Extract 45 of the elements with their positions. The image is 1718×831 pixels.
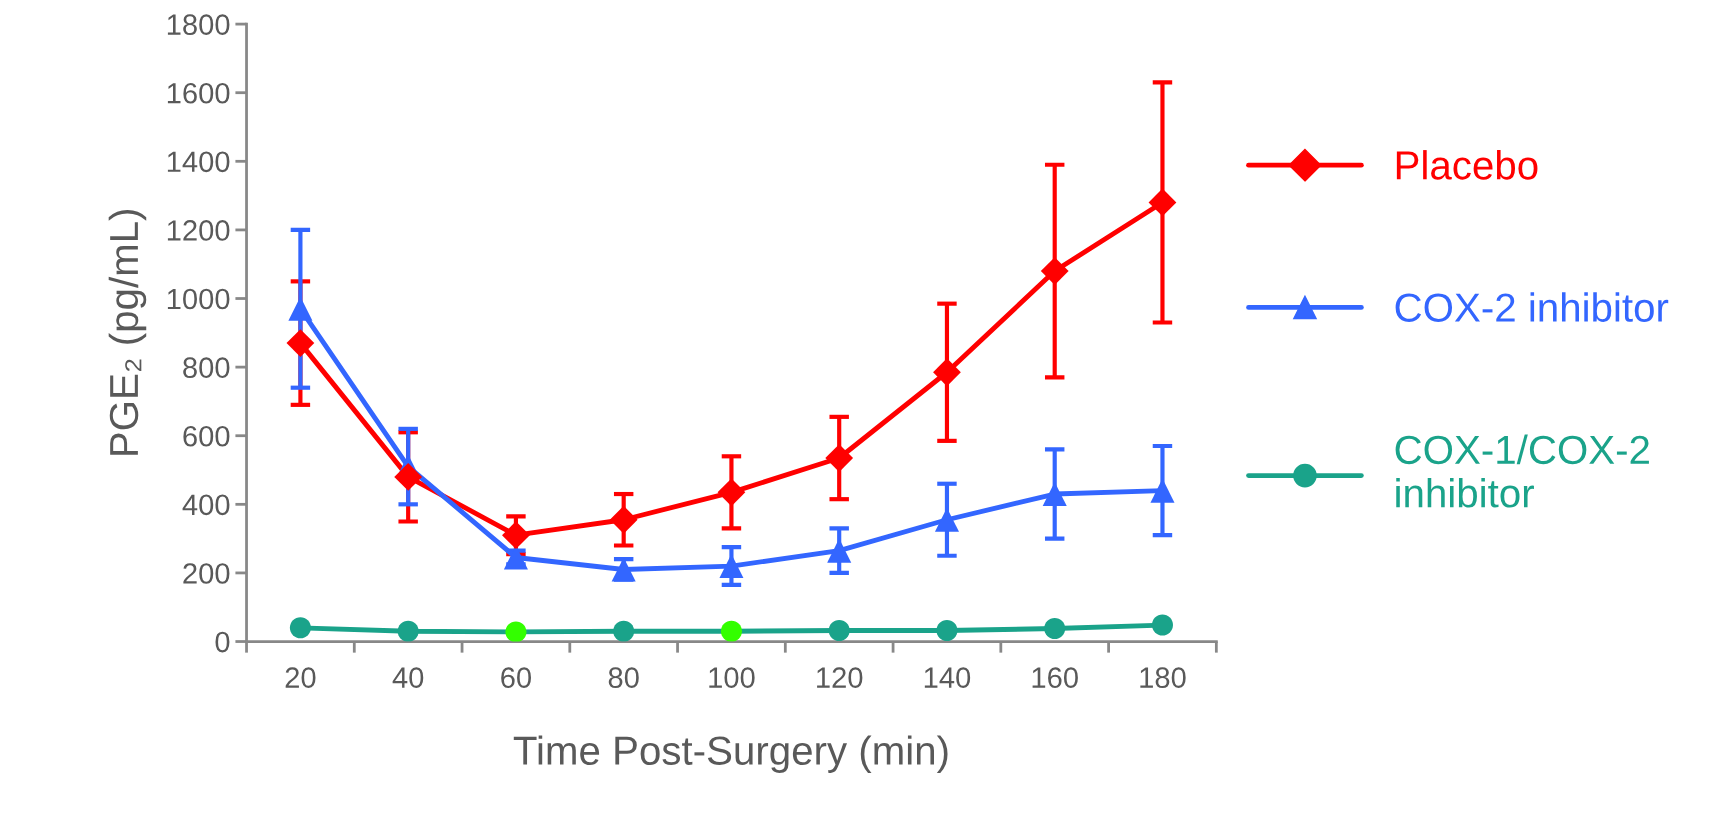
y-tick-label: 800 (183, 357, 230, 378)
legend-label: COX-1/COX-2 inhibitor (1395, 434, 1649, 508)
point (720, 620, 742, 642)
y-axis-title: PGE₂ (pg/mL) (108, 209, 147, 455)
point (1151, 614, 1173, 636)
y-tick-label: 0 (215, 631, 230, 653)
point (827, 538, 852, 563)
y-tick-label: 1200 (167, 220, 230, 241)
y-tick-label: 1800 (167, 14, 230, 35)
point (397, 620, 419, 642)
x-tick-label: 120 (817, 667, 863, 688)
x-axis-title: Time Post-Surgery (min) (513, 735, 948, 773)
x-tick-label: 40 (392, 667, 424, 688)
point (286, 329, 315, 357)
y-tick-label: 600 (183, 425, 230, 447)
x-tick-label: 100 (709, 667, 755, 688)
y-tick-label: 1000 (167, 288, 230, 310)
point (1042, 482, 1067, 507)
x-tick-label: 60 (501, 667, 532, 688)
y-tick-label: 200 (183, 563, 230, 584)
point (609, 505, 638, 534)
x-tick-label: 20 (285, 667, 316, 688)
point (502, 521, 530, 550)
x-tick-label: 80 (608, 667, 639, 688)
x-tick-label: 180 (1140, 667, 1186, 688)
x-tick-label: 140 (924, 667, 971, 688)
legend-label: Placebo (1396, 150, 1538, 180)
point (289, 617, 311, 639)
y-tick-label: 1400 (167, 151, 230, 173)
point (613, 620, 635, 642)
point (1148, 188, 1177, 217)
y-tick-label: 1600 (167, 82, 230, 104)
point (828, 620, 850, 642)
legend-label: COX-2 inhibitor (1395, 292, 1669, 322)
point (394, 462, 423, 491)
point (1044, 617, 1066, 640)
y-tick-label: 400 (182, 494, 230, 516)
point (505, 621, 527, 642)
point (1040, 257, 1069, 285)
point (933, 358, 961, 387)
point (936, 620, 958, 642)
point (719, 554, 744, 579)
point (717, 478, 746, 507)
point (825, 444, 854, 472)
x-tick-label: 160 (1032, 667, 1078, 688)
